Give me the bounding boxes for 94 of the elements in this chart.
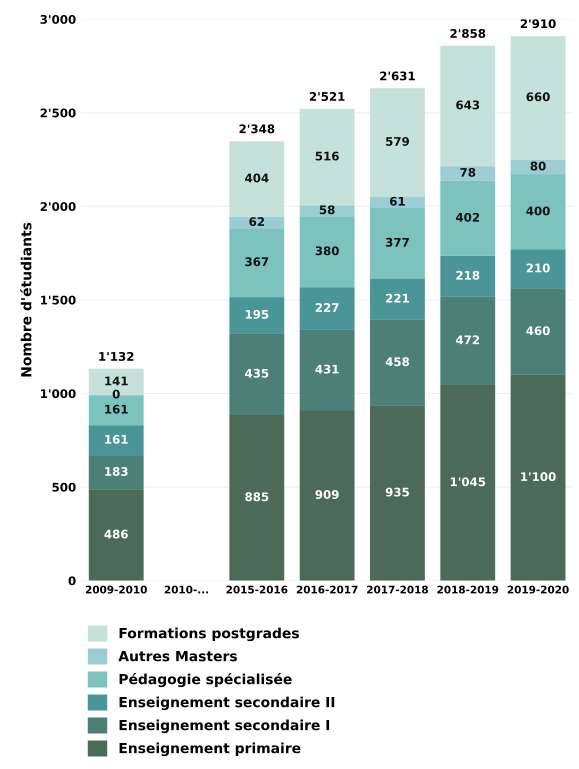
x-tick-label: 2019-2020 (508, 586, 569, 594)
bar (440, 180, 496, 256)
data-label: 400 (526, 206, 550, 216)
bar (440, 296, 496, 386)
data-label: 431 (315, 364, 339, 374)
bar (300, 287, 355, 330)
data-label: 404 (245, 174, 269, 182)
data-label: 380 (316, 246, 339, 256)
legend-label: Enseignement secondaire II (120, 696, 334, 710)
data-label: 472 (456, 335, 480, 344)
data-label: 58 (320, 205, 335, 214)
data-label: 660 (526, 92, 550, 102)
bar (440, 256, 496, 297)
data-label: 141 (105, 376, 128, 386)
bar (510, 374, 566, 581)
bar (440, 46, 496, 166)
bar (370, 406, 425, 581)
data-label: 516 (316, 152, 339, 161)
data-label: 80 (530, 162, 546, 170)
bar (300, 330, 355, 410)
bar (229, 297, 284, 334)
y-tick-label: 3'000 (40, 14, 76, 24)
data-label: 161 (105, 434, 128, 444)
data-label: 377 (386, 238, 409, 247)
data-label: 402 (456, 212, 480, 222)
data-label: 61 (390, 196, 405, 206)
bar (370, 196, 425, 208)
y-tick-label: 1'500 (41, 296, 76, 305)
x-tick-label: 2018-2019 (437, 586, 498, 594)
bar (370, 278, 425, 320)
bar (510, 288, 566, 375)
data-label: 0 (112, 390, 120, 399)
data-label: 486 (104, 530, 128, 539)
bar (510, 249, 566, 289)
data-label: 643 (456, 100, 480, 110)
y-tick-label: 1'000 (41, 389, 76, 398)
legend-label: Pédagogie spécialisée (120, 673, 292, 688)
data-label: 210 (526, 264, 550, 272)
data-label: 221 (386, 294, 409, 303)
bar (229, 141, 284, 217)
bar (300, 108, 355, 206)
bar (510, 174, 566, 250)
data-label: 1'100 (521, 472, 556, 482)
bar (229, 228, 284, 298)
y-tick-label: 2'500 (40, 108, 76, 118)
bar (510, 36, 566, 160)
x-tick-label: 2016-2017 (296, 586, 358, 594)
total-label: 2'521 (310, 92, 345, 101)
bar (88, 425, 144, 456)
bar (370, 320, 425, 406)
x-tick-label: 2010-... (164, 586, 208, 594)
y-tick-label: 2'000 (40, 202, 76, 211)
bar (440, 385, 496, 581)
bar (300, 410, 355, 581)
data-label: 367 (245, 257, 268, 266)
bar (300, 216, 355, 288)
bar (510, 160, 566, 175)
y-tick-label: 500 (52, 482, 76, 492)
data-label: 935 (386, 488, 409, 497)
data-label: 909 (315, 490, 339, 499)
data-label: 62 (249, 217, 264, 226)
bar (229, 414, 284, 581)
data-label: 161 (105, 404, 128, 414)
data-label: 458 (386, 357, 410, 366)
data-label: 1'045 (450, 477, 486, 486)
bar (440, 166, 496, 181)
data-label: 183 (105, 467, 128, 476)
y-axis-title: Nombre d'étudiants (20, 222, 32, 376)
data-label: 227 (316, 303, 339, 312)
bar (370, 88, 425, 197)
total-label: 1'132 (99, 352, 134, 361)
bar (370, 208, 425, 279)
data-label: 435 (245, 368, 268, 378)
total-label: 2'631 (380, 71, 415, 80)
legend-label: Enseignement secondaire I (120, 720, 330, 734)
legend-label: Formations postgrades (120, 628, 299, 642)
legend-label: Autres Masters (118, 651, 237, 662)
data-label: 885 (245, 492, 268, 502)
x-tick-label: 2015-2016 (226, 586, 288, 594)
total-label: 2'910 (520, 19, 556, 28)
data-label: 218 (456, 270, 480, 280)
x-tick-label: 2009-2010 (86, 586, 147, 594)
data-label: 195 (246, 310, 268, 319)
data-label: 78 (460, 168, 476, 177)
bar (229, 334, 284, 415)
x-tick-label: 2017-2018 (367, 586, 428, 594)
total-label: 2'858 (450, 28, 486, 38)
bar (88, 490, 144, 581)
total-label: 2'348 (240, 124, 274, 134)
data-label: 460 (526, 326, 550, 336)
y-tick-label: 0 (68, 576, 76, 586)
bar (88, 455, 144, 490)
data-label: 579 (386, 136, 410, 146)
legend-label: Enseignement primaire (120, 742, 300, 756)
